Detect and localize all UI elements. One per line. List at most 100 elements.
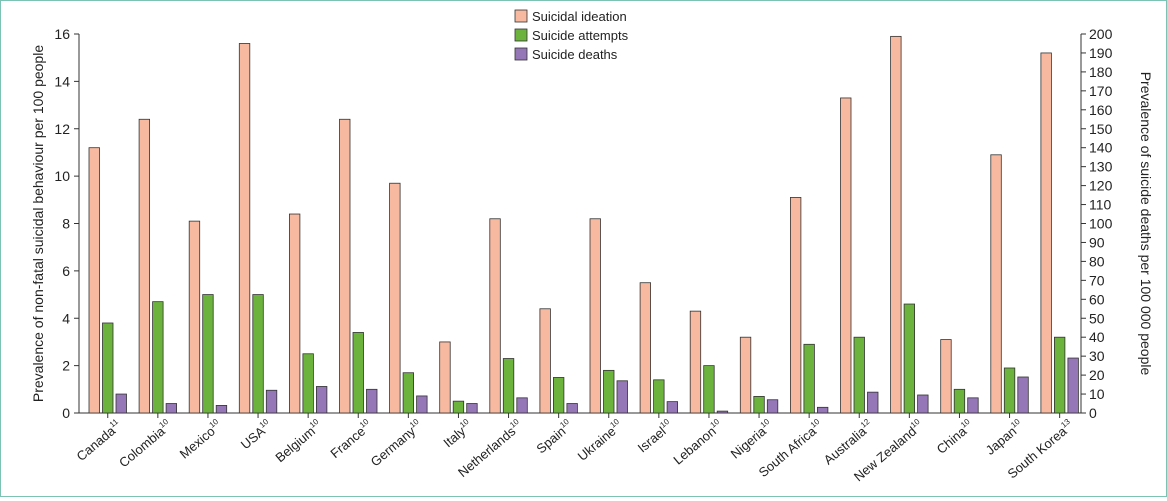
bar-suicide-deaths [1067, 357, 1079, 414]
bar-suicide-deaths [716, 410, 729, 414]
bar-suicide-attempts [953, 388, 966, 414]
right-tick-label: 80 [1089, 253, 1105, 269]
right-tick-label: 0 [1089, 405, 1097, 421]
bar-suicide-attempts [853, 336, 865, 414]
category-name: Ukraine [575, 424, 619, 464]
category-label: Japan10 [982, 417, 1027, 458]
bar-suicide-attempts [803, 343, 815, 414]
right-tick-label: 100 [1089, 216, 1113, 232]
right-tick-label: 200 [1089, 26, 1113, 42]
left-tick-label: 6 [62, 263, 70, 279]
bar-suicidal-ideation [739, 336, 752, 414]
right-tick-label: 170 [1089, 83, 1113, 99]
left-tick-label: 16 [54, 26, 70, 42]
category-label: Belgium10 [272, 417, 326, 466]
right-tick-label: 120 [1089, 178, 1113, 194]
bar-suicide-deaths [766, 399, 779, 414]
right-tick-label: 160 [1089, 102, 1113, 118]
legend-label: Suicide attempts [532, 28, 629, 43]
bar-suicide-attempts [452, 400, 465, 414]
right-tick-label: 180 [1089, 64, 1113, 80]
bar-suicide-attempts [653, 379, 665, 414]
left-tick-label: 4 [62, 310, 70, 326]
right-tick-label: 20 [1089, 367, 1105, 383]
category-label: Colombia10 [115, 417, 175, 471]
bar-suicide-deaths [215, 405, 228, 414]
bar-suicide-deaths [666, 401, 678, 414]
bar-suicidal-ideation [88, 147, 100, 414]
bar-suicide-attempts [753, 396, 765, 414]
bar-suicide-attempts [402, 372, 415, 414]
bar-suicidal-ideation [689, 310, 702, 414]
bar-suicide-attempts [502, 358, 515, 414]
bar-suicidal-ideation [288, 213, 301, 414]
right-tick-label: 50 [1089, 310, 1105, 326]
bar-suicidal-ideation [339, 118, 351, 414]
category-label: France10 [327, 417, 376, 461]
bar-suicide-deaths [366, 388, 378, 414]
left-tick-label: 8 [62, 216, 70, 232]
legend-swatch [514, 28, 528, 42]
bar-suicide-attempts [1003, 367, 1016, 414]
left-tick-label: 0 [62, 405, 70, 421]
bar-suicide-attempts [102, 322, 114, 414]
right-tick-label: 190 [1089, 45, 1113, 61]
bar-suicidal-ideation [489, 218, 501, 414]
category-name: Belgium [272, 424, 318, 466]
bar-suicide-deaths [265, 389, 278, 414]
left-tick-label: 10 [54, 168, 70, 184]
bar-suicidal-ideation [1040, 52, 1052, 414]
bar-suicide-deaths [1017, 376, 1029, 414]
category-name: Mexico [177, 424, 218, 462]
bar-suicidal-ideation [539, 308, 551, 414]
category-name: Germany [368, 423, 419, 469]
bar-suicide-attempts [1054, 336, 1066, 414]
category-name: Colombia [116, 423, 168, 470]
bar-suicidal-ideation [238, 43, 251, 414]
bar-suicidal-ideation [940, 339, 952, 414]
bar-suicide-attempts [553, 377, 565, 414]
y-axis-title: Prevalence of non-fatal suicidal behavio… [30, 45, 46, 402]
category-label: China10 [933, 417, 977, 457]
right-tick-label: 40 [1089, 329, 1105, 345]
bar-suicidal-ideation [439, 341, 451, 414]
bar-suicidal-ideation [188, 220, 201, 414]
bar-suicide-attempts [903, 303, 915, 414]
left-tick-label: 2 [62, 358, 70, 374]
bar-suicide-attempts [252, 294, 264, 414]
y2-axis-title: Prevalence of suicide deaths per 100 000… [1138, 72, 1154, 376]
category-label: Nigeria10 [727, 417, 776, 462]
bar-suicide-deaths [466, 403, 478, 414]
bar-suicidal-ideation [990, 154, 1002, 414]
bar-suicidal-ideation [639, 282, 651, 414]
legend-swatch [514, 47, 528, 61]
bar-suicide-attempts [202, 294, 214, 414]
category-label: Lebanon10 [670, 417, 726, 468]
bar-suicide-attempts [352, 332, 364, 414]
bar-suicide-attempts [302, 353, 314, 414]
category-label: USA10 [237, 417, 275, 453]
bar-suicide-deaths [967, 397, 979, 414]
right-tick-label: 130 [1089, 159, 1113, 175]
category-name: Canada [74, 423, 119, 464]
bar-suicide-deaths [115, 393, 127, 414]
category-label: Ukraine10 [574, 417, 626, 464]
category-label: Germany10 [367, 417, 425, 470]
right-tick-label: 150 [1089, 121, 1113, 137]
bar-suicidal-ideation [890, 35, 902, 414]
right-tick-label: 30 [1089, 348, 1105, 364]
bar-suicidal-ideation [138, 118, 151, 414]
bar-suicidal-ideation [840, 97, 852, 414]
category-name: Australia [821, 423, 870, 467]
right-tick-label: 10 [1089, 386, 1105, 402]
right-tick-label: 90 [1089, 234, 1105, 250]
category-label: Italy10 [440, 417, 476, 451]
bar-suicide-deaths [566, 403, 578, 414]
category-label: Mexico10 [176, 417, 225, 462]
left-tick-label: 14 [54, 73, 70, 89]
legend-label: Suicide deaths [532, 47, 618, 62]
bar-suicidal-ideation [389, 182, 401, 414]
bar-suicide-attempts [152, 301, 164, 414]
bar-suicide-deaths [416, 395, 428, 414]
